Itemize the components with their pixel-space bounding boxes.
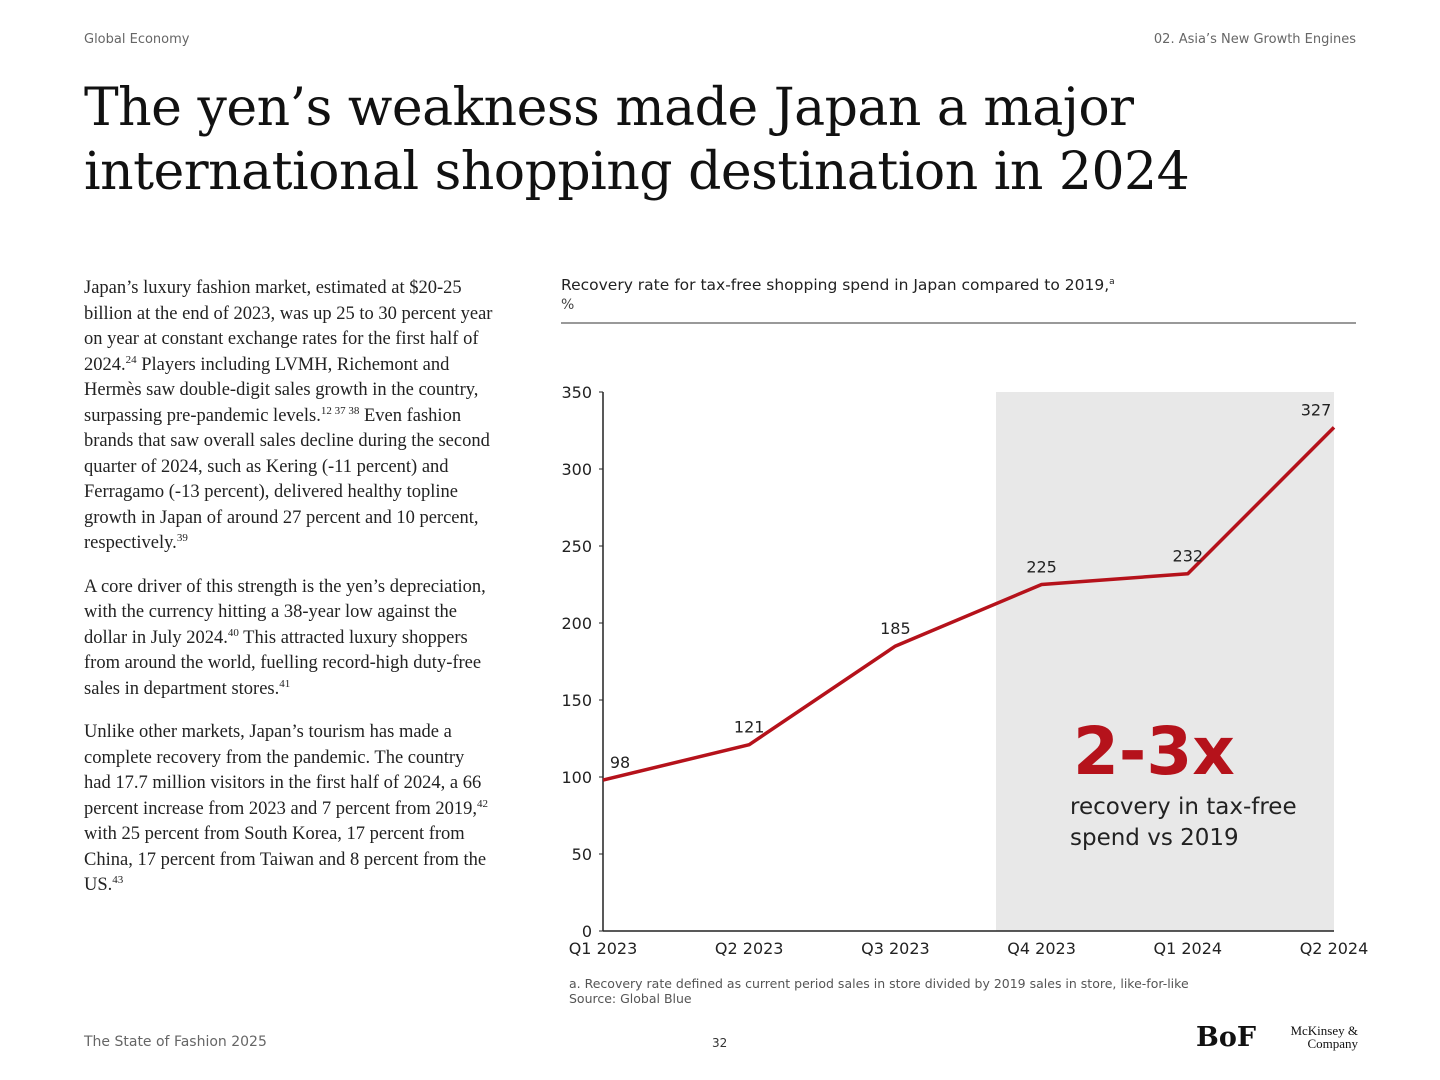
paragraph: A core driver of this strength is the ye… [84, 575, 494, 703]
text-run: Even fashion brands that saw overall sal… [84, 405, 490, 554]
y-tick-label: 150 [561, 691, 592, 710]
body-text: Japan’s luxury fashion market, estimated… [84, 276, 494, 917]
text-run: with 25 percent from South Korea, 17 per… [84, 824, 487, 895]
data-label: 327 [1301, 400, 1332, 419]
x-tick-label: Q2 2024 [1300, 939, 1369, 958]
chart-unit: % [561, 297, 575, 313]
footnote-ref: 24 [125, 353, 137, 366]
x-tick-label: Q2 2023 [715, 939, 784, 958]
source: Source: Global Blue [569, 991, 692, 1006]
paragraph: Japan’s luxury fashion market, estimated… [84, 276, 494, 557]
chart-title-text: Recovery rate for tax-free shopping spen… [561, 276, 1110, 294]
text-run: Players including LVMH, Richemont and He… [84, 354, 479, 426]
x-tick-label: Q3 2023 [861, 939, 930, 958]
page-number: 32 [712, 1036, 728, 1050]
text-run: Unlike other markets, Japan’s tourism ha… [84, 722, 482, 819]
data-label: 232 [1173, 547, 1204, 566]
y-tick-label: 100 [561, 768, 592, 787]
data-label: 98 [610, 753, 630, 772]
y-tick-label: 300 [561, 460, 592, 479]
text-run: This attracted luxury shoppers from arou… [84, 627, 482, 699]
paragraph: Unlike other markets, Japan’s tourism ha… [84, 720, 494, 899]
data-label: 121 [734, 718, 765, 737]
data-label: 225 [1026, 558, 1057, 577]
footnote-ref: 43 [112, 873, 124, 886]
annotation-text: recovery in tax-free spend vs 2019 [1070, 794, 1297, 851]
header-right: 02. Asia’s New Growth Engines [1153, 32, 1356, 47]
annotation-headline: 2-3x [1073, 713, 1235, 790]
x-tick-label: Q1 2024 [1154, 939, 1223, 958]
logo-mckinsey: McKinsey & Company [1290, 1023, 1358, 1051]
plot: 0 50 100 150 200 250 300 350 Q1 2023 Q2 2023 Q3 20… [561, 383, 1368, 958]
y-tick-label: 250 [561, 537, 592, 556]
footnote-ref: 41 [279, 677, 291, 690]
x-tick-label: Q1 2023 [569, 939, 638, 958]
x-tick-label: Q4 2023 [1007, 939, 1076, 958]
footnote: a. Recovery rate defined as current peri… [569, 976, 1189, 991]
y-tick-label: 350 [561, 383, 592, 402]
data-line [602, 426, 1336, 782]
footer-publication: The State of Fashion 2025 [84, 1034, 267, 1050]
chart-title-note: a [1109, 276, 1115, 287]
y-tick-label: 50 [572, 845, 592, 864]
logo-bof: BoF [1196, 1022, 1256, 1053]
page-title: The yen’s weakness made Japan a major in… [84, 78, 1190, 202]
y-tick-label: 0 [582, 922, 592, 941]
chart-title: Recovery rate for tax-free shopping spen… [561, 276, 1115, 294]
text-run: A core driver of this strength is the ye… [84, 576, 486, 648]
annotation-box: recovery in tax-free spend vs 2019 [1070, 794, 1297, 851]
chart-notes: a. Recovery rate defined as current peri… [569, 976, 1189, 1006]
text-run: Japan’s luxury fashion market, estimated… [84, 278, 493, 375]
footnote-ref: 12 37 38 [320, 404, 360, 417]
footnote-ref: 39 [176, 531, 188, 544]
data-label: 185 [880, 619, 911, 638]
header-left: Global Economy [84, 32, 190, 47]
footnote-ref: 40 [227, 626, 239, 639]
footnote-ref: 42 [476, 797, 488, 810]
y-tick-label: 200 [561, 614, 592, 633]
